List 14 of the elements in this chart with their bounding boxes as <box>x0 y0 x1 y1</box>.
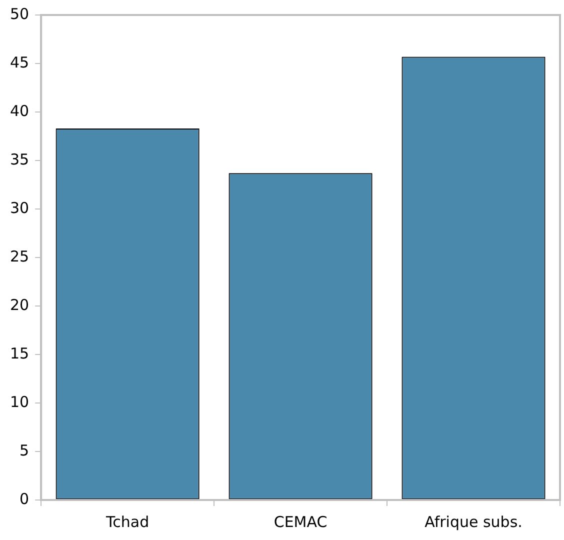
x-tick-label: Tchad <box>105 512 150 531</box>
y-tick-label: 25 <box>10 247 30 266</box>
x-tick-label: CEMAC <box>274 512 328 531</box>
y-tick-label: 35 <box>10 150 30 168</box>
y-tick-label: 15 <box>10 344 30 362</box>
y-tick-label: 0 <box>20 490 30 508</box>
y-tick-label: 40 <box>10 102 30 120</box>
y-tick-label: 5 <box>20 441 30 460</box>
y-tick-label: 20 <box>10 296 30 314</box>
y-tick-label: 45 <box>10 53 30 72</box>
y-tick-label: 30 <box>10 198 30 217</box>
x-tick-label: Afrique subs. <box>424 512 522 531</box>
y-tick-label: 50 <box>10 4 30 23</box>
y-tick-label: 10 <box>10 392 30 411</box>
